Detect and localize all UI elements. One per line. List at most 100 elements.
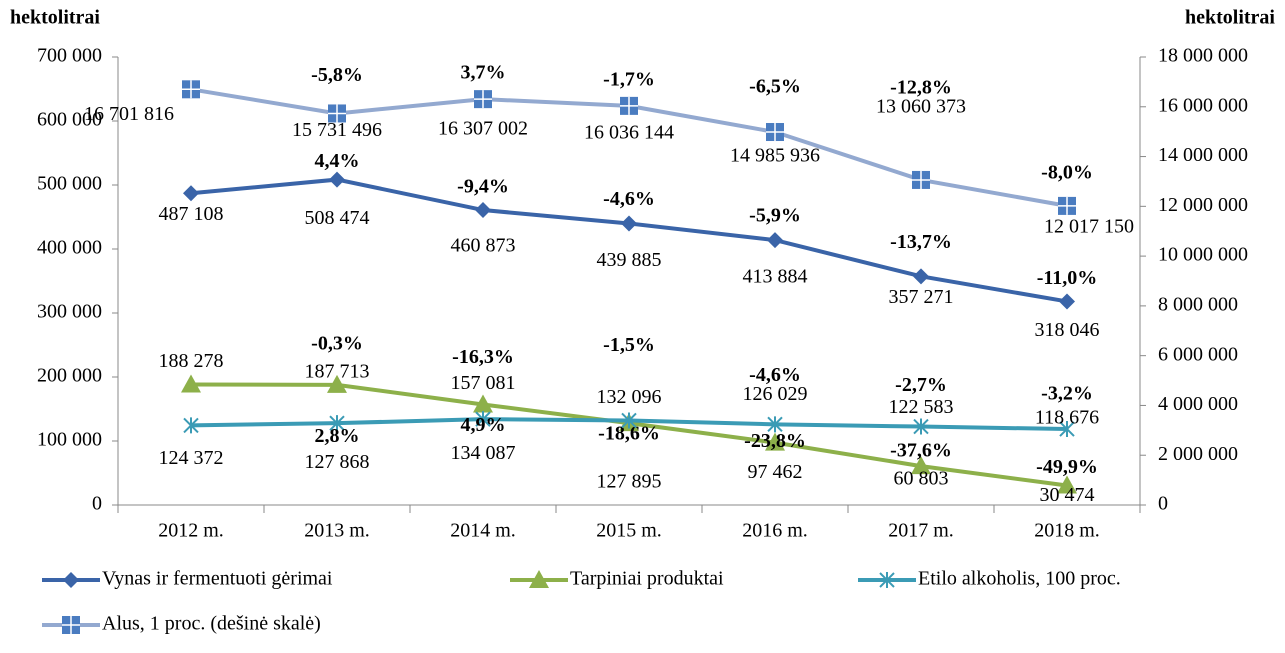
data-label: 318 046 [1035, 319, 1100, 341]
x-tick-label: 2016 m. [742, 520, 808, 542]
y-tick-label: 700 000 [37, 45, 102, 67]
y-tick-label: 400 000 [37, 237, 102, 259]
data-label: 14 985 936 [730, 145, 820, 167]
change-label: -13,7% [890, 231, 952, 253]
change-label: -8,0% [1041, 162, 1093, 184]
marker-cross [62, 616, 80, 634]
marker-cross [766, 123, 784, 142]
change-label: -23,8% [744, 430, 806, 452]
data-label: 12 017 150 [1044, 216, 1134, 238]
legend-marker [62, 616, 80, 634]
y-tick-label: 300 000 [37, 301, 102, 323]
marker [329, 171, 345, 188]
data-label: 508 474 [305, 207, 370, 229]
change-label: -11,0% [1037, 267, 1098, 289]
marker [1059, 421, 1075, 438]
y2-tick-label: 2 000 000 [1158, 443, 1238, 465]
y2-tick-label: 18 000 000 [1158, 45, 1248, 67]
x-tick-label: 2018 m. [1034, 520, 1100, 542]
change-label: -9,4% [457, 176, 509, 198]
change-label: -49,9% [1036, 456, 1098, 478]
marker [913, 418, 929, 435]
data-label: 15 731 496 [292, 119, 382, 141]
y2-tick-label: 4 000 000 [1158, 393, 1238, 415]
change-label: 4,9% [461, 414, 506, 436]
data-label: 97 462 [748, 461, 803, 483]
change-label: -3,2% [1041, 383, 1093, 405]
x-tick-label: 2012 m. [158, 520, 224, 542]
change-label: 4,4% [315, 150, 360, 172]
marker [473, 394, 493, 413]
marker [1057, 475, 1077, 494]
x-tick-label: 2017 m. [888, 520, 954, 542]
marker [767, 232, 783, 249]
y-tick-label: 0 [92, 493, 102, 515]
legend-marker [63, 572, 79, 588]
marker [181, 374, 201, 393]
data-label: 60 803 [894, 468, 949, 490]
data-label: 16 036 144 [584, 121, 674, 143]
y2-tick-label: 12 000 000 [1158, 194, 1248, 216]
data-label: 118 676 [1035, 407, 1099, 429]
marker [329, 415, 345, 432]
marker [1058, 196, 1076, 215]
change-label: 2,8% [315, 425, 360, 447]
marker [621, 215, 637, 232]
marker [912, 170, 930, 189]
marker [913, 268, 929, 285]
change-label: -5,9% [749, 205, 801, 227]
legend-label: Vynas ir fermentuoti gėrimai [102, 568, 333, 590]
change-label: -4,6% [749, 364, 801, 386]
change-label: -5,8% [311, 64, 363, 86]
legend-marker [879, 572, 895, 588]
marker-cross [1058, 196, 1076, 215]
marker [183, 417, 199, 434]
marker [911, 456, 931, 475]
legend-marker [529, 570, 549, 588]
marker [766, 123, 784, 142]
change-label: -0,3% [311, 332, 363, 354]
marker-cross [912, 170, 930, 189]
marker-cross [620, 96, 638, 115]
y-axis-title: hektolitrai [10, 7, 100, 29]
data-label: 13 060 373 [876, 96, 966, 118]
change-label: -4,6% [603, 188, 655, 210]
data-label: 439 885 [597, 249, 662, 271]
change-label: -6,5% [749, 76, 801, 98]
data-label: 122 583 [889, 396, 954, 418]
data-label: 16 701 816 [84, 103, 174, 125]
data-label: 487 108 [159, 203, 224, 225]
legend-label: Etilo alkoholis, 100 proc. [918, 568, 1121, 590]
marker [1059, 293, 1075, 310]
y2-axis-title: hektolitrai [1185, 7, 1275, 29]
y2-tick-label: 0 [1158, 493, 1168, 515]
data-label: 460 873 [451, 235, 516, 257]
marker [475, 411, 491, 428]
y-tick-label: 500 000 [37, 173, 102, 195]
marker [765, 432, 785, 451]
y2-tick-label: 6 000 000 [1158, 343, 1238, 365]
marker [621, 412, 637, 429]
y2-tick-label: 10 000 000 [1158, 244, 1248, 266]
change-label: -37,6% [890, 440, 952, 462]
y2-tick-label: 14 000 000 [1158, 144, 1248, 166]
y-tick-label: 600 000 [37, 109, 102, 131]
marker [183, 185, 199, 202]
marker [767, 416, 783, 433]
marker [328, 104, 346, 123]
data-label: 16 307 002 [438, 118, 528, 140]
marker [475, 202, 491, 219]
x-tick-label: 2015 m. [596, 520, 662, 542]
y-tick-label: 200 000 [37, 365, 102, 387]
data-label: 132 096 [597, 386, 662, 408]
change-label: -12,8% [890, 77, 952, 99]
change-label: -1,7% [603, 68, 655, 90]
marker-cross [328, 104, 346, 123]
data-label: 126 029 [743, 383, 808, 405]
change-label: -16,3% [452, 346, 514, 368]
marker-cross [182, 80, 200, 99]
data-label: 127 895 [597, 471, 662, 493]
change-label: -2,7% [895, 374, 947, 396]
marker-cross [474, 90, 492, 109]
marker [474, 90, 492, 109]
